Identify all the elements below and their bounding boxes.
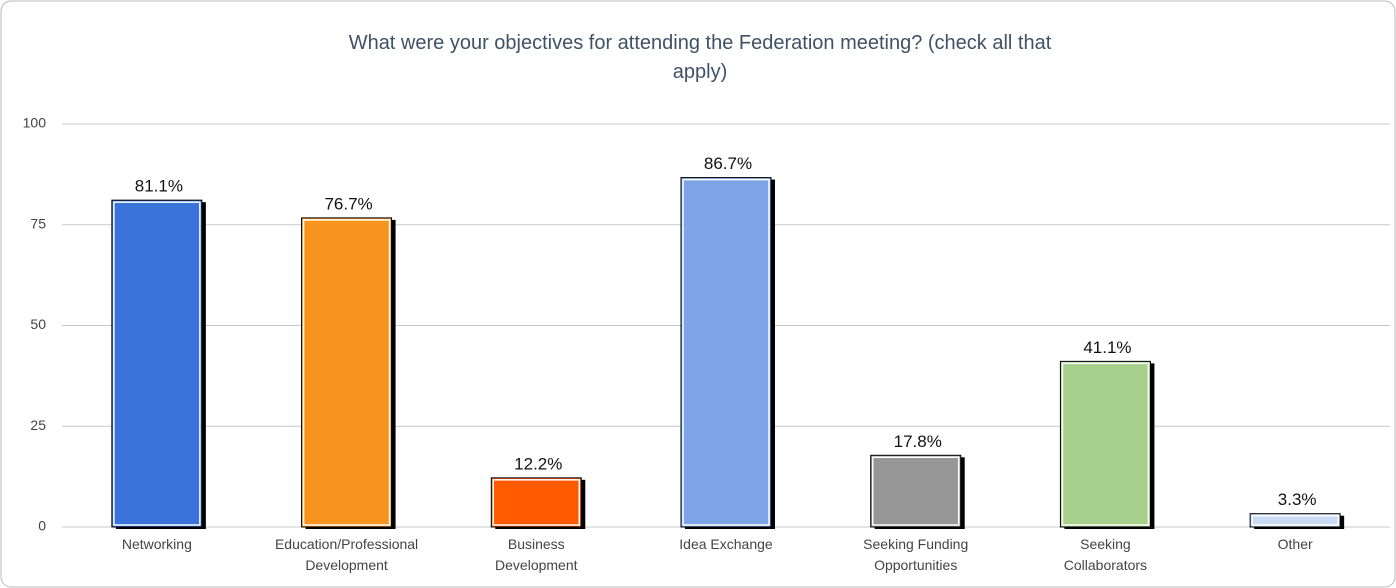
x-tick-label: Networking xyxy=(122,536,192,552)
bar-inner-border xyxy=(113,201,201,526)
bar xyxy=(490,477,582,528)
bar-inner-border xyxy=(492,479,581,526)
x-tick-label: Other xyxy=(1278,536,1313,552)
y-tick-label: 25 xyxy=(30,417,46,433)
bar xyxy=(1059,360,1151,528)
x-tick-label: Seeking Funding Opportunities xyxy=(863,536,968,573)
value-label: 41.1% xyxy=(1083,338,1131,357)
value-label: 12.2% xyxy=(514,454,562,473)
bar-inner-border xyxy=(302,219,391,526)
bar xyxy=(301,217,393,528)
x-tick-label: Business Development xyxy=(495,536,578,573)
bar xyxy=(111,199,203,528)
bar-inner-border xyxy=(1251,514,1339,526)
chart-title: What were your objectives for attending … xyxy=(349,32,1052,83)
bar xyxy=(870,454,962,528)
x-tick-label: Idea Exchange xyxy=(679,536,773,552)
x-tick-label: Seeking Collaborators xyxy=(1064,536,1147,573)
value-label: 86.7% xyxy=(704,154,752,173)
bar-inner-border xyxy=(871,456,960,526)
bar xyxy=(680,177,772,528)
y-tick-label: 50 xyxy=(30,316,46,332)
bar-inner-border xyxy=(1061,362,1150,526)
value-label: 81.1% xyxy=(135,177,183,196)
y-tick-label: 75 xyxy=(30,215,46,231)
x-tick-label: Education/Professional Development xyxy=(275,536,418,573)
y-tick-label: 100 xyxy=(23,115,47,131)
value-label: 76.7% xyxy=(324,194,372,213)
value-label: 3.3% xyxy=(1278,490,1317,509)
bar xyxy=(1249,513,1341,528)
bar-inner-border xyxy=(682,178,770,526)
y-tick-label: 0 xyxy=(38,518,46,534)
value-label: 17.8% xyxy=(894,432,942,451)
